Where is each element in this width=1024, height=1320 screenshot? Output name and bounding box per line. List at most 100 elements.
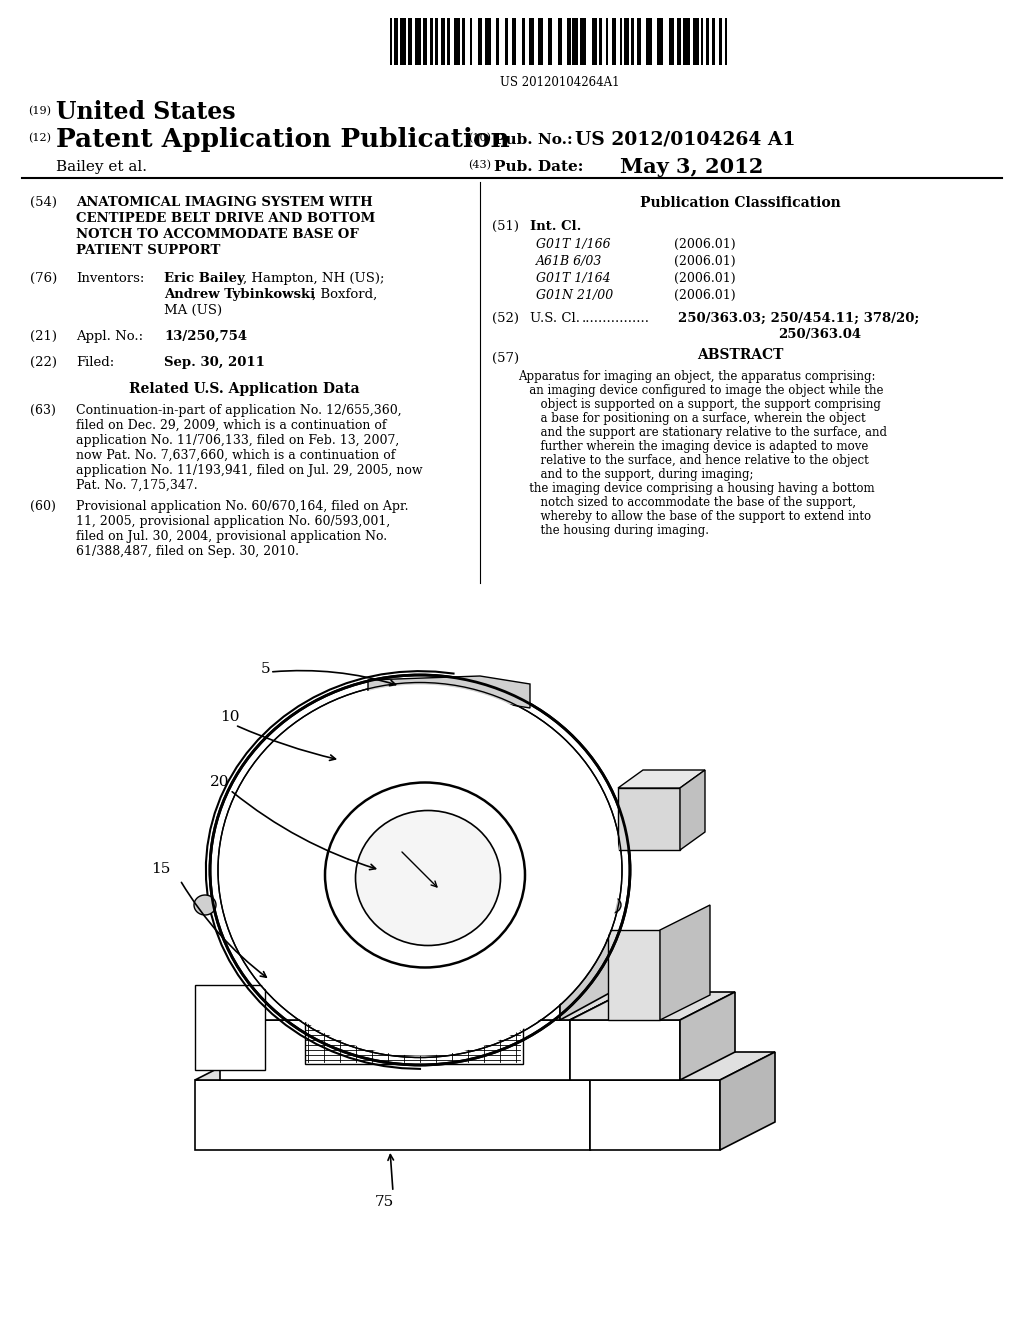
Bar <box>548 18 552 65</box>
Polygon shape <box>570 1020 680 1080</box>
Text: application No. 11/706,133, filed on Feb. 13, 2007,: application No. 11/706,133, filed on Feb… <box>76 434 399 447</box>
Text: Apparatus for imaging an object, the apparatus comprising:: Apparatus for imaging an object, the app… <box>518 370 876 383</box>
Text: 15: 15 <box>152 862 171 876</box>
Text: United States: United States <box>56 100 236 124</box>
Text: now Pat. No. 7,637,660, which is a continuation of: now Pat. No. 7,637,660, which is a conti… <box>76 449 395 462</box>
Bar <box>470 18 472 65</box>
Text: ABSTRACT: ABSTRACT <box>696 348 783 362</box>
Bar <box>567 18 570 65</box>
Bar <box>625 18 629 65</box>
Polygon shape <box>590 1052 775 1080</box>
Text: 250/363.04: 250/363.04 <box>778 327 861 341</box>
Text: (43): (43) <box>468 160 490 170</box>
Text: (60): (60) <box>30 500 56 513</box>
Bar <box>581 18 586 65</box>
Polygon shape <box>195 985 265 1071</box>
Bar <box>522 18 525 65</box>
Text: 61/388,487, filed on Sep. 30, 2010.: 61/388,487, filed on Sep. 30, 2010. <box>76 545 299 558</box>
Bar <box>485 18 490 65</box>
Text: notch sized to accommodate the base of the support,: notch sized to accommodate the base of t… <box>518 496 856 510</box>
Text: further wherein the imaging device is adapted to move: further wherein the imaging device is ad… <box>518 440 868 453</box>
Text: 250/363.03; 250/454.11; 378/20;: 250/363.03; 250/454.11; 378/20; <box>678 312 920 325</box>
Text: Sep. 30, 2011: Sep. 30, 2011 <box>164 356 265 370</box>
Bar <box>683 18 690 65</box>
Text: (2006.01): (2006.01) <box>674 255 735 268</box>
Text: Int. Cl.: Int. Cl. <box>530 220 582 234</box>
Ellipse shape <box>355 810 501 945</box>
Text: (54): (54) <box>30 195 57 209</box>
Bar <box>599 18 602 65</box>
Text: ANATOMICAL IMAGING SYSTEM WITH: ANATOMICAL IMAGING SYSTEM WITH <box>76 195 373 209</box>
Text: the housing during imaging.: the housing during imaging. <box>518 524 709 537</box>
Bar <box>528 18 534 65</box>
Text: (57): (57) <box>492 352 519 366</box>
Text: A61B 6/03: A61B 6/03 <box>536 255 602 268</box>
Bar <box>496 18 500 65</box>
Text: (2006.01): (2006.01) <box>674 272 735 285</box>
Bar <box>400 18 406 65</box>
Bar <box>592 18 597 65</box>
Text: object is supported on a support, the support comprising: object is supported on a support, the su… <box>518 399 881 411</box>
Bar <box>656 18 664 65</box>
Bar <box>693 18 698 65</box>
Text: (76): (76) <box>30 272 57 285</box>
Ellipse shape <box>219 684 621 1056</box>
Bar <box>611 18 616 65</box>
Text: Pub. Date:: Pub. Date: <box>494 160 584 174</box>
Polygon shape <box>265 935 615 965</box>
Text: Pat. No. 7,175,347.: Pat. No. 7,175,347. <box>76 479 198 492</box>
Bar <box>390 18 392 65</box>
Polygon shape <box>608 931 660 1020</box>
Text: 75: 75 <box>375 1195 393 1209</box>
Text: Inventors:: Inventors: <box>76 272 144 285</box>
Text: G01N 21/00: G01N 21/00 <box>536 289 613 302</box>
Bar <box>512 18 516 65</box>
Text: and the support are stationary relative to the surface, and: and the support are stationary relative … <box>518 426 887 440</box>
Bar <box>416 18 421 65</box>
Bar <box>505 18 508 65</box>
Text: 5: 5 <box>261 663 270 676</box>
Polygon shape <box>195 1080 590 1150</box>
Text: an imaging device configured to image the object while the: an imaging device configured to image th… <box>518 384 884 397</box>
Text: Pub. No.:: Pub. No.: <box>494 133 572 147</box>
Text: (12): (12) <box>28 133 51 144</box>
Bar <box>454 18 460 65</box>
Bar <box>606 18 608 65</box>
Bar <box>478 18 482 65</box>
Text: US 20120104264A1: US 20120104264A1 <box>501 77 620 88</box>
Text: and to the support, during imaging;: and to the support, during imaging; <box>518 469 754 480</box>
Bar <box>408 18 412 65</box>
Text: filed on Jul. 30, 2004, provisional application No.: filed on Jul. 30, 2004, provisional appl… <box>76 531 387 543</box>
Bar <box>646 18 652 65</box>
Bar <box>305 1022 523 1064</box>
Bar <box>620 18 623 65</box>
Bar <box>558 18 562 65</box>
Text: May 3, 2012: May 3, 2012 <box>620 157 763 177</box>
Text: Patent Application Publication: Patent Application Publication <box>56 127 510 152</box>
Bar <box>712 18 715 65</box>
Polygon shape <box>265 965 560 1020</box>
Text: G01T 1/164: G01T 1/164 <box>536 272 610 285</box>
Bar <box>434 18 438 65</box>
Ellipse shape <box>220 685 620 1056</box>
Polygon shape <box>220 1020 570 1080</box>
Bar <box>424 18 427 65</box>
Text: (2006.01): (2006.01) <box>674 289 735 302</box>
Text: the imaging device comprising a housing having a bottom: the imaging device comprising a housing … <box>518 482 874 495</box>
Text: Provisional application No. 60/670,164, filed on Apr.: Provisional application No. 60/670,164, … <box>76 500 409 513</box>
Bar <box>670 18 674 65</box>
Bar <box>447 18 451 65</box>
Text: 20: 20 <box>210 775 229 789</box>
Text: filed on Dec. 29, 2009, which is a continuation of: filed on Dec. 29, 2009, which is a conti… <box>76 418 386 432</box>
Text: a base for positioning on a surface, wherein the object: a base for positioning on a surface, whe… <box>518 412 865 425</box>
Text: (10): (10) <box>468 133 490 144</box>
Text: (2006.01): (2006.01) <box>674 238 735 251</box>
Text: CENTIPEDE BELT DRIVE AND BOTTOM: CENTIPEDE BELT DRIVE AND BOTTOM <box>76 213 375 224</box>
Polygon shape <box>195 1052 645 1080</box>
Text: G01T 1/166: G01T 1/166 <box>536 238 610 251</box>
Bar <box>631 18 634 65</box>
Ellipse shape <box>355 810 501 945</box>
Polygon shape <box>570 993 735 1020</box>
Polygon shape <box>570 993 625 1080</box>
Polygon shape <box>720 1052 775 1150</box>
